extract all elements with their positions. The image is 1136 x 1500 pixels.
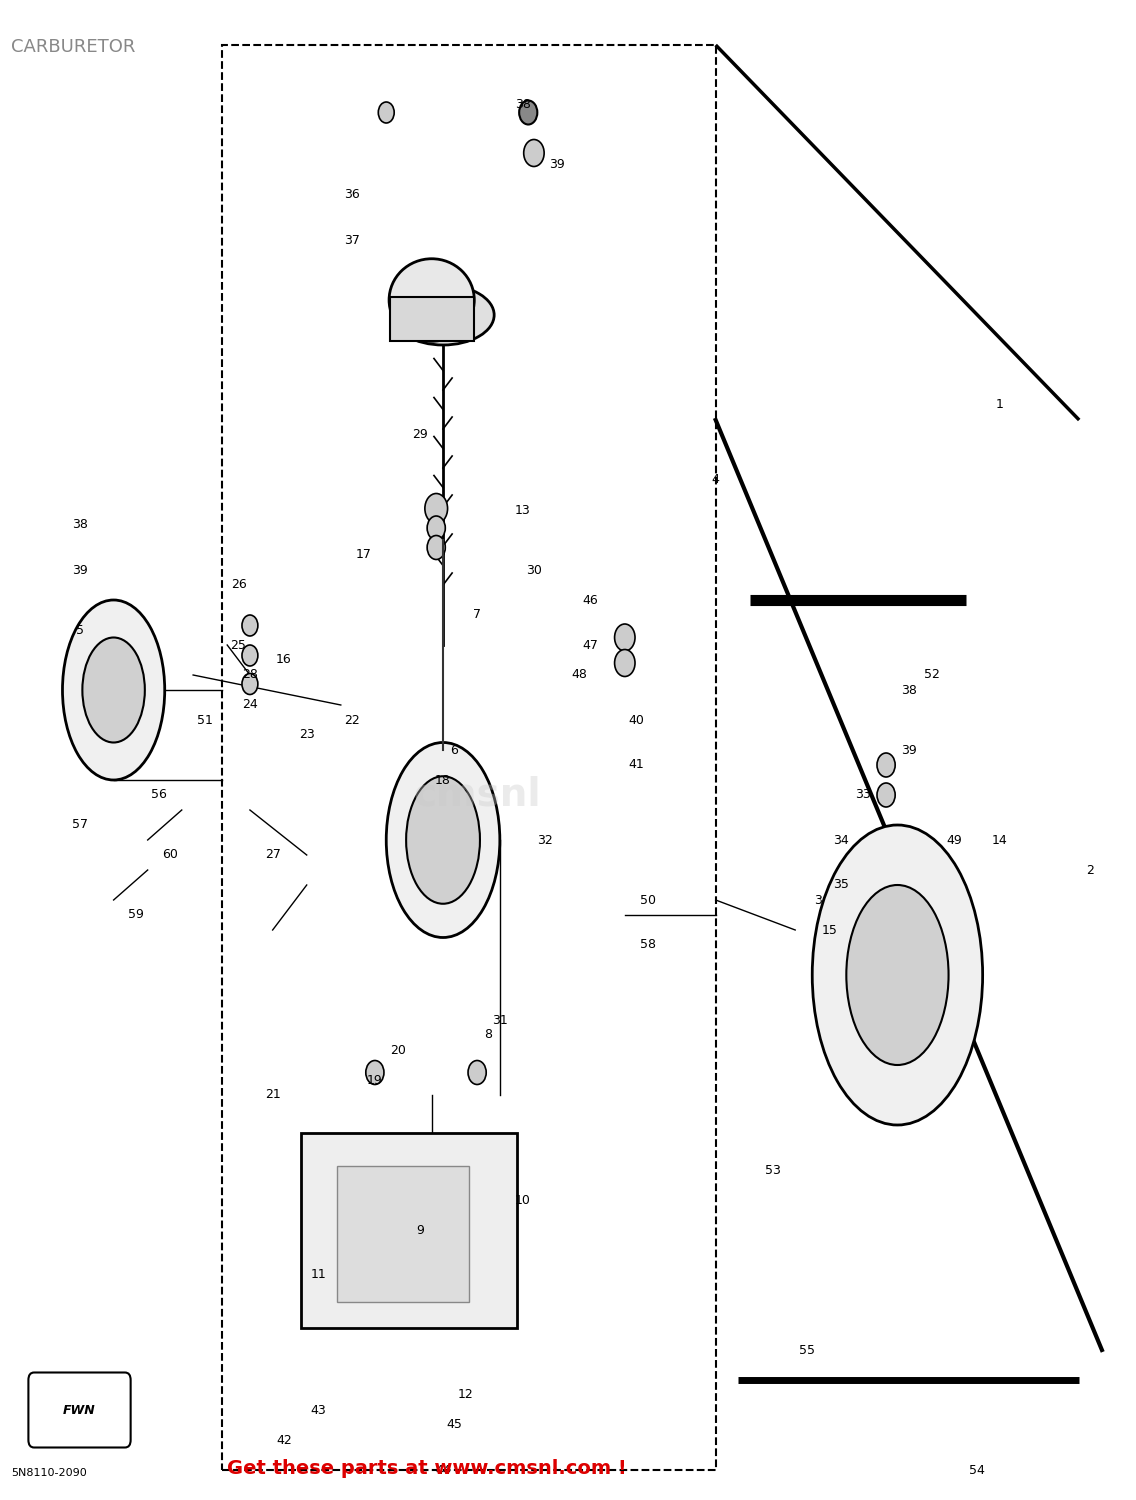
Text: 2: 2 bbox=[1087, 864, 1094, 876]
Text: 40: 40 bbox=[628, 714, 644, 726]
Text: 29: 29 bbox=[412, 429, 428, 441]
Circle shape bbox=[427, 536, 445, 560]
Circle shape bbox=[519, 100, 537, 124]
Circle shape bbox=[366, 1060, 384, 1084]
Text: 49: 49 bbox=[946, 834, 962, 846]
Text: CARBURETOR: CARBURETOR bbox=[11, 38, 135, 56]
Text: 32: 32 bbox=[537, 834, 553, 846]
Text: 38: 38 bbox=[72, 519, 87, 531]
Text: 11: 11 bbox=[310, 1269, 326, 1281]
Text: 33: 33 bbox=[855, 789, 871, 801]
Text: 39: 39 bbox=[901, 744, 917, 756]
Text: 12: 12 bbox=[458, 1389, 474, 1401]
Text: cmsnl: cmsnl bbox=[414, 776, 541, 814]
FancyBboxPatch shape bbox=[337, 1166, 469, 1302]
Text: 59: 59 bbox=[128, 909, 144, 921]
Text: 43: 43 bbox=[310, 1404, 326, 1416]
Text: FWN: FWN bbox=[64, 1404, 95, 1416]
Text: 38: 38 bbox=[901, 684, 917, 696]
Text: 52: 52 bbox=[924, 669, 939, 681]
Text: 8: 8 bbox=[484, 1029, 493, 1041]
Text: 56: 56 bbox=[151, 789, 167, 801]
Text: 54: 54 bbox=[969, 1464, 985, 1476]
Text: 55: 55 bbox=[799, 1344, 815, 1356]
Text: 21: 21 bbox=[265, 1089, 281, 1101]
Text: 34: 34 bbox=[833, 834, 849, 846]
Text: Get these parts at www.cmsnl.com !: Get these parts at www.cmsnl.com ! bbox=[227, 1458, 627, 1478]
Text: 53: 53 bbox=[765, 1164, 780, 1176]
Text: 38: 38 bbox=[515, 99, 531, 111]
FancyBboxPatch shape bbox=[390, 297, 474, 340]
Text: 1: 1 bbox=[996, 399, 1003, 411]
Circle shape bbox=[877, 783, 895, 807]
Ellipse shape bbox=[62, 600, 165, 780]
Text: 6: 6 bbox=[451, 744, 458, 756]
Text: 31: 31 bbox=[492, 1014, 508, 1026]
Text: 39: 39 bbox=[549, 159, 565, 171]
Text: 17: 17 bbox=[356, 549, 371, 561]
Circle shape bbox=[877, 753, 895, 777]
Text: 57: 57 bbox=[72, 819, 87, 831]
Text: 25: 25 bbox=[231, 639, 247, 651]
Circle shape bbox=[615, 624, 635, 651]
Circle shape bbox=[615, 650, 635, 676]
Text: 39: 39 bbox=[72, 564, 87, 576]
Text: 22: 22 bbox=[344, 714, 360, 726]
Text: 4: 4 bbox=[712, 474, 719, 486]
Text: 13: 13 bbox=[515, 504, 531, 516]
Text: 42: 42 bbox=[276, 1434, 292, 1446]
Ellipse shape bbox=[389, 258, 475, 342]
Text: 41: 41 bbox=[628, 759, 644, 771]
Circle shape bbox=[378, 102, 394, 123]
Circle shape bbox=[425, 494, 448, 524]
Text: 26: 26 bbox=[231, 579, 247, 591]
Text: 50: 50 bbox=[640, 894, 655, 906]
Circle shape bbox=[242, 615, 258, 636]
Ellipse shape bbox=[407, 777, 481, 903]
Text: 10: 10 bbox=[515, 1194, 531, 1206]
Circle shape bbox=[468, 1060, 486, 1084]
Circle shape bbox=[427, 516, 445, 540]
Text: 16: 16 bbox=[276, 654, 292, 666]
Text: 60: 60 bbox=[162, 849, 178, 861]
Text: 44: 44 bbox=[435, 1464, 451, 1476]
Text: 30: 30 bbox=[526, 564, 542, 576]
Text: 20: 20 bbox=[390, 1044, 406, 1056]
Text: 51: 51 bbox=[197, 714, 212, 726]
Ellipse shape bbox=[386, 742, 500, 938]
Text: 35: 35 bbox=[833, 879, 849, 891]
Text: 19: 19 bbox=[367, 1074, 383, 1086]
Circle shape bbox=[242, 674, 258, 694]
Text: 23: 23 bbox=[299, 729, 315, 741]
Circle shape bbox=[242, 645, 258, 666]
FancyBboxPatch shape bbox=[301, 1132, 517, 1328]
Text: 9: 9 bbox=[417, 1224, 424, 1236]
Text: 45: 45 bbox=[446, 1419, 462, 1431]
Text: 24: 24 bbox=[242, 699, 258, 711]
Ellipse shape bbox=[392, 285, 494, 345]
Text: 15: 15 bbox=[821, 924, 837, 936]
Ellipse shape bbox=[83, 638, 145, 742]
Text: 7: 7 bbox=[473, 609, 482, 621]
Text: 36: 36 bbox=[344, 189, 360, 201]
Text: 14: 14 bbox=[992, 834, 1008, 846]
Ellipse shape bbox=[812, 825, 983, 1125]
Text: 5N8110-2090: 5N8110-2090 bbox=[11, 1467, 87, 1478]
Text: 3: 3 bbox=[815, 894, 821, 906]
Text: 5: 5 bbox=[75, 624, 84, 636]
Text: 48: 48 bbox=[571, 669, 587, 681]
Text: 27: 27 bbox=[265, 849, 281, 861]
Text: 58: 58 bbox=[640, 939, 655, 951]
Text: 18: 18 bbox=[435, 774, 451, 786]
Text: 47: 47 bbox=[583, 639, 599, 651]
Ellipse shape bbox=[846, 885, 949, 1065]
Text: 28: 28 bbox=[242, 669, 258, 681]
Text: 46: 46 bbox=[583, 594, 599, 606]
Circle shape bbox=[524, 140, 544, 166]
Text: 37: 37 bbox=[344, 234, 360, 246]
